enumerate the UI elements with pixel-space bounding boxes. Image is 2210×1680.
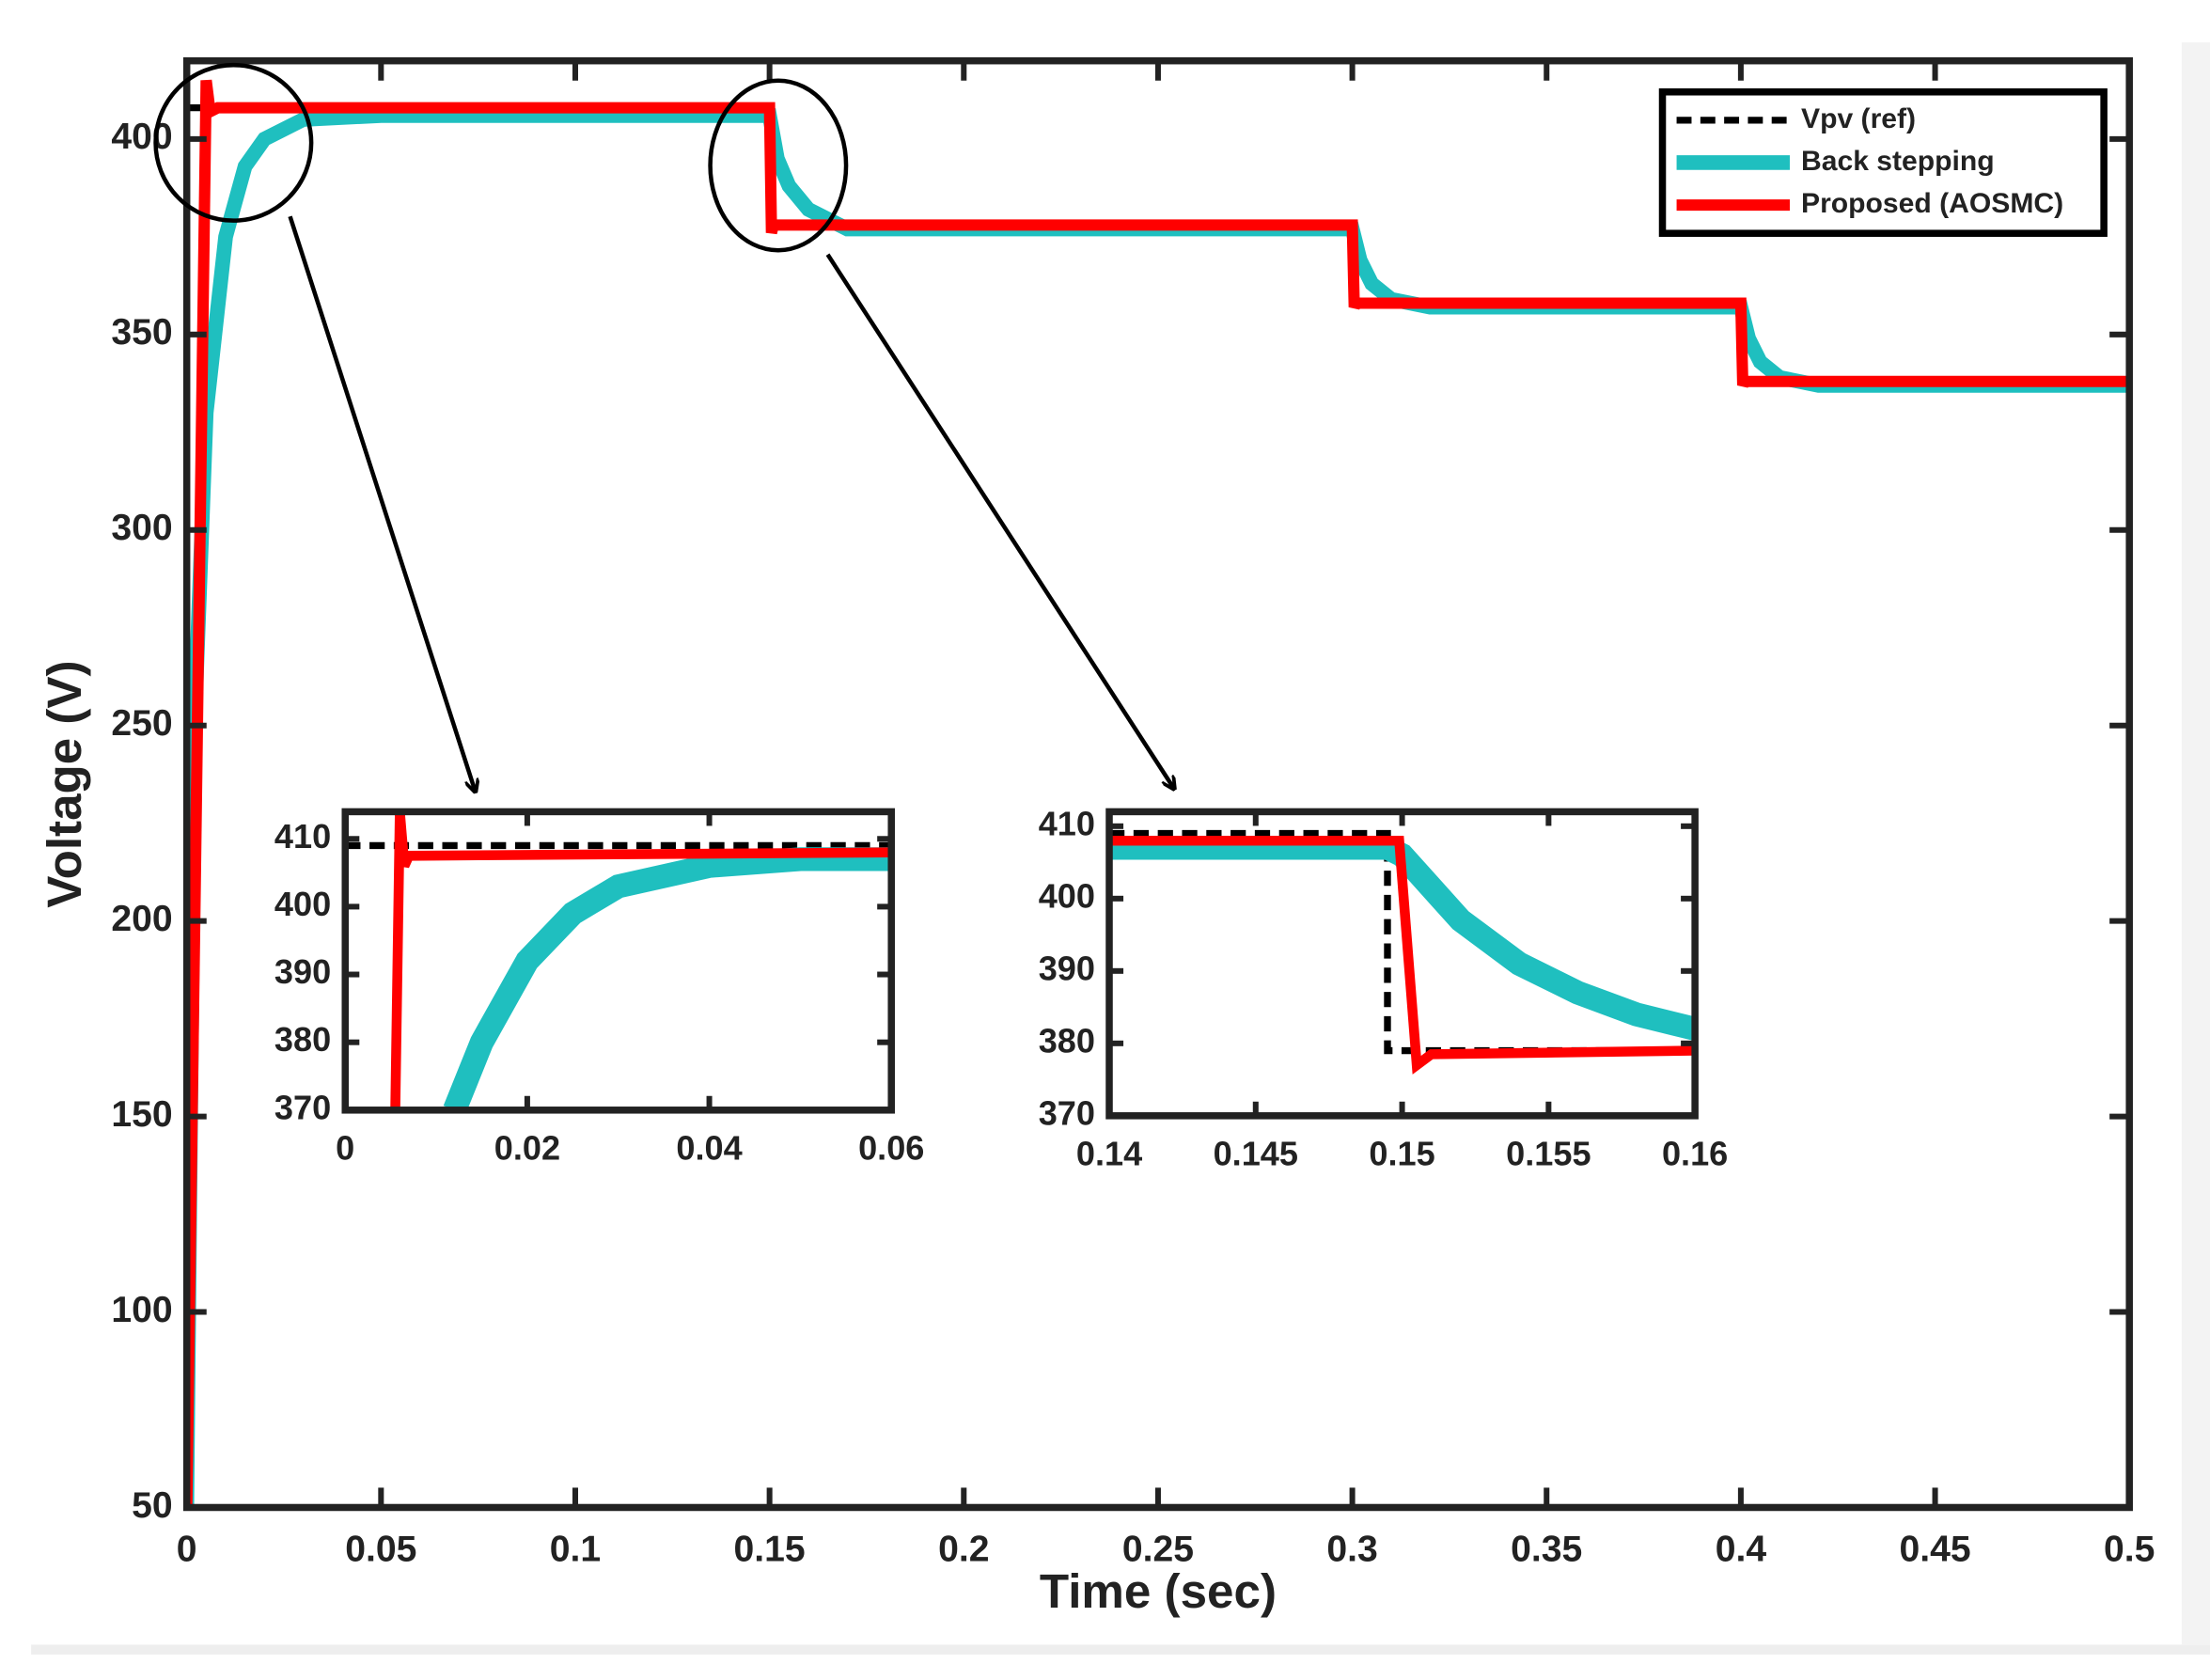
- zoom-circle: [153, 62, 314, 223]
- y-axis-label: Voltage (V): [38, 660, 91, 907]
- frame-strip: [2181, 42, 2210, 1645]
- x-tick-label: 0.145: [1214, 1135, 1298, 1173]
- x-tick-label: 0.15: [734, 1530, 806, 1570]
- x-tick-label: 0.14: [1076, 1135, 1142, 1173]
- y-tick-label: 350: [111, 312, 172, 353]
- legend-label: Proposed (AOSMC): [1801, 188, 2063, 219]
- zoom-circle: [708, 78, 849, 253]
- axes-frame: [182, 56, 2133, 1512]
- x-axis-label: Time (sec): [1040, 1564, 1277, 1618]
- y-tick-label: 300: [111, 508, 172, 548]
- x-tick-label: 0.1: [550, 1530, 601, 1570]
- x-tick-label: 0.16: [1662, 1135, 1728, 1173]
- y-tick-label: 380: [1039, 1021, 1095, 1060]
- frame-strip: [31, 1644, 2210, 1655]
- y-tick-label: 390: [274, 952, 331, 991]
- x-tick-label: 0.2: [938, 1530, 989, 1570]
- series-line: [1109, 836, 1696, 1041]
- series-line: [443, 847, 892, 1110]
- y-tick-label: 400: [111, 117, 172, 157]
- y-tick-label: 400: [274, 885, 331, 923]
- x-tick-label: 0.3: [1326, 1530, 1377, 1570]
- zoom-arrow: [825, 253, 1174, 790]
- axes-frame: [341, 808, 895, 1114]
- legend-label: Vpv (ref): [1801, 103, 1916, 134]
- x-tick-label: 0.25: [1122, 1530, 1194, 1570]
- x-tick-label: 0.4: [1716, 1530, 1767, 1570]
- zoom-callouts: [153, 62, 1175, 792]
- y-tick-label: 400: [1039, 876, 1095, 915]
- y-tick-label: 410: [274, 817, 331, 856]
- x-tick-label: 0.35: [1511, 1530, 1582, 1570]
- x-tick-label: 0: [336, 1129, 354, 1168]
- y-tick-label: 390: [1039, 949, 1095, 987]
- y-tick-label: 370: [1039, 1093, 1095, 1132]
- series-group: [345, 811, 892, 1110]
- y-tick-label: 380: [274, 1020, 331, 1059]
- x-tick-label: 0.155: [1506, 1135, 1591, 1173]
- y-tick-label: 50: [132, 1485, 173, 1526]
- y-tick-label: 100: [111, 1290, 172, 1330]
- x-tick-label: 0.02: [494, 1129, 560, 1168]
- x-tick-label: 0: [177, 1530, 197, 1570]
- y-tick-label: 370: [274, 1088, 331, 1126]
- y-tick-label: 410: [1039, 804, 1095, 842]
- axes-frame: [1105, 808, 1699, 1120]
- plot-area: [186, 60, 2130, 1508]
- series-line: [186, 79, 2130, 1508]
- legend-label: Back stepping: [1801, 146, 1995, 177]
- x-tick-label: 0.06: [858, 1129, 924, 1168]
- y-tick-label: 150: [111, 1094, 172, 1135]
- x-tick-label: 0.5: [2104, 1530, 2155, 1570]
- y-tick-label: 200: [111, 899, 172, 939]
- series-line: [1109, 835, 1696, 1075]
- zoom-arrow: [288, 215, 476, 792]
- y-tick-label: 250: [111, 703, 172, 744]
- x-tick-label: 0.15: [1369, 1135, 1434, 1173]
- series-group: [186, 79, 2130, 1508]
- x-tick-label: 0.05: [345, 1530, 416, 1570]
- x-tick-label: 0.04: [676, 1129, 742, 1168]
- x-tick-label: 0.45: [1899, 1530, 1970, 1570]
- series-line: [390, 811, 892, 1110]
- series-group: [1109, 829, 1696, 1075]
- series-line: [186, 108, 2130, 1508]
